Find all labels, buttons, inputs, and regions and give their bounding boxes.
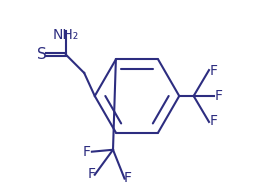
Text: F: F <box>209 64 217 78</box>
Text: F: F <box>215 89 222 103</box>
Text: NH₂: NH₂ <box>53 28 79 42</box>
Text: F: F <box>87 167 95 181</box>
Text: S: S <box>38 47 47 62</box>
Text: F: F <box>124 171 132 185</box>
Text: F: F <box>209 114 217 128</box>
Text: F: F <box>83 145 91 159</box>
